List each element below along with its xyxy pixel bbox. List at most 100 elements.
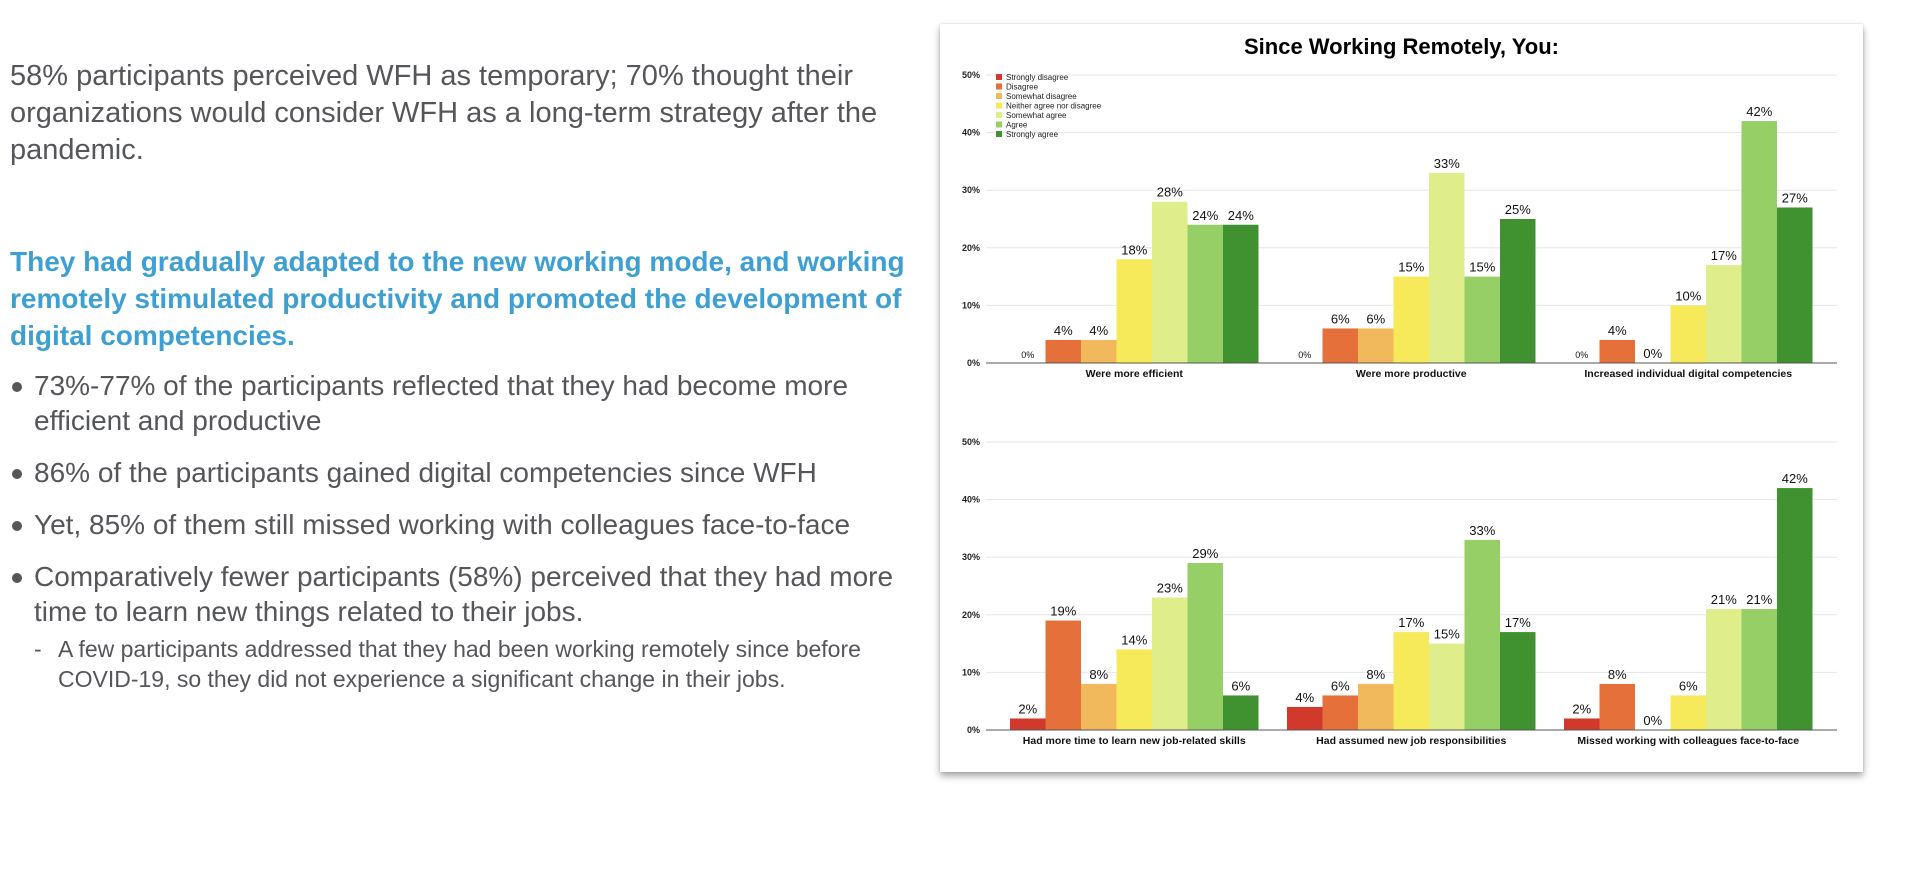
y-tick-label: 0% [967,358,980,368]
bullet-item: Yet, 85% of them still missed working wi… [10,507,905,542]
data-label: 42% [1782,471,1808,486]
bar [1777,488,1813,730]
data-label: 8% [1366,667,1385,682]
intro-text: 58% participants perceived WFH as tempor… [10,60,878,166]
y-tick-label: 20% [962,610,980,620]
bar [1500,632,1536,730]
bullet-item: Comparatively fewer participants (58%) p… [10,559,905,694]
legend-entry: Somewhat agree [1006,111,1067,120]
data-label: 6% [1366,311,1385,326]
data-label: 4% [1608,323,1627,338]
bar [1358,328,1394,363]
legend-swatch [996,121,1002,128]
data-label: 33% [1434,156,1460,171]
legend-swatch [996,112,1002,118]
legend-entry: Neither agree nor disagree [1006,102,1102,111]
bar [1464,276,1500,363]
bar [1116,649,1152,730]
y-tick-label: 50% [962,437,980,447]
bar [1670,695,1706,730]
bar [1223,224,1259,363]
bar [1599,339,1635,363]
y-tick-label: 40% [962,128,980,138]
y-tick-label: 10% [962,300,980,310]
headline: They had gradually adapted to the new wo… [10,246,905,351]
data-label: 15% [1469,260,1495,275]
data-label: 19% [1050,604,1076,619]
legend-swatch [996,131,1002,137]
y-tick-label: 10% [962,667,980,677]
data-label: 33% [1469,523,1495,538]
bar [1287,706,1323,730]
data-label: 25% [1505,202,1531,217]
data-label: 0% [1575,350,1588,360]
x-category-label: Increased individual digital competencie… [1584,368,1792,380]
y-tick-label: 40% [962,495,980,505]
data-label: 17% [1711,248,1737,263]
y-tick-label: 30% [962,552,980,562]
data-label: 0% [1021,350,1034,360]
data-label: 42% [1746,104,1772,119]
bar [1045,339,1081,363]
data-label: 8% [1608,667,1627,682]
bar [1464,539,1500,730]
bar [1152,597,1188,730]
legend-entry: Somewhat disagree [1006,92,1077,101]
bar [1322,328,1358,363]
x-category-label: Were more efficient [1086,368,1184,380]
bar [1322,695,1358,730]
bar [1777,207,1813,363]
bullet-item: 73%-77% of the participants reflected th… [10,368,905,438]
bar [1116,259,1152,363]
legend-swatch [996,83,1002,90]
bar [1187,224,1223,363]
bullet-item: 86% of the participants gained digital c… [10,455,905,490]
data-label: 6% [1331,311,1350,326]
chart-title: Since Working Remotely, You: [1244,34,1559,59]
bar [1670,305,1706,363]
sub-bullet: - A few participants addressed that they… [34,634,905,694]
chart-svg: 0% 10% 20% 30% 40% 50% 0% 4% 4% 18% 28% 24% 24% Were … [962,70,1837,747]
data-label: 6% [1331,678,1350,693]
data-label: 17% [1505,615,1531,630]
data-label: 17% [1398,615,1424,630]
data-label: 0% [1643,713,1662,728]
data-label: 4% [1054,323,1073,338]
chart-card: Since Working Remotely, You: 0% 10% 20% 30%… [940,24,1863,772]
bar [1564,718,1600,730]
bar [1393,632,1429,730]
bar [1741,121,1777,363]
data-label: 6% [1679,678,1698,693]
bar [1223,695,1259,730]
data-label: 24% [1228,208,1254,223]
y-tick-label: 20% [962,243,980,253]
data-label: 8% [1089,667,1108,682]
data-label: 27% [1782,190,1808,205]
bar [1599,683,1635,730]
bullet-list: 73%-77% of the participants reflected th… [10,368,905,694]
bar [1045,620,1081,730]
data-label: 0% [1298,350,1311,360]
bar [1152,201,1188,363]
bar [1081,339,1117,363]
data-label: 4% [1089,323,1108,338]
legend-swatch [996,74,1002,80]
x-category-label: Were more productive [1356,368,1467,380]
x-category-label: Missed working with colleagues face-to-f… [1577,735,1799,747]
bar [1429,643,1465,730]
data-label: 21% [1746,592,1772,607]
bar [1393,276,1429,363]
bar [1187,562,1223,730]
data-label: 2% [1572,701,1591,716]
data-label: 18% [1121,242,1147,257]
bar [1358,683,1394,730]
legend-entry: Strongly agree [1006,130,1059,139]
bar [1010,718,1046,730]
x-category-label: Had more time to learn new job-related s… [1023,735,1246,747]
bullet-text: Comparatively fewer participants (58%) p… [34,561,894,627]
legend-swatch [996,102,1002,109]
bar [1741,609,1777,730]
data-label: 14% [1121,632,1147,647]
data-label: 0% [1643,346,1662,361]
data-label: 23% [1157,581,1183,596]
